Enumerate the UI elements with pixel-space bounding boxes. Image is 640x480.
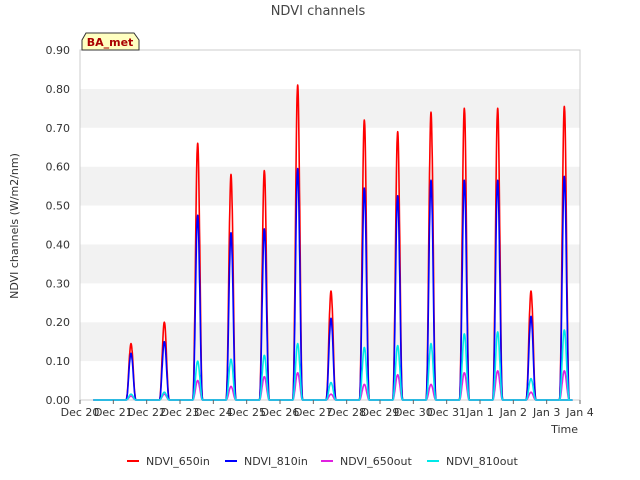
x-tick-label: Dec 24 — [194, 406, 233, 419]
grid-band — [80, 127, 580, 167]
x-tick-label: Jan 2 — [499, 406, 527, 419]
site-badge-box — [81, 32, 140, 51]
x-tick-label: Dec 29 — [361, 406, 400, 419]
y-tick-label: 0.80 — [46, 83, 71, 96]
y-tick-label: 0.60 — [46, 161, 71, 174]
plot-area-border — [79, 49, 581, 401]
site-badge: BA_met — [81, 32, 140, 51]
x-tick-label: Dec 21 — [94, 406, 133, 419]
x-tick-label: Dec 30 — [394, 406, 433, 419]
grid-band — [80, 166, 580, 206]
x-tick-label: Dec 25 — [227, 406, 266, 419]
x-tick-label: Jan 4 — [565, 406, 593, 419]
y-tick-label: 0.10 — [46, 355, 71, 368]
legend: NDVI_650in NDVI_810in NDVI_650out NDVI_810o… — [127, 455, 518, 468]
y-tick-label: 0.20 — [46, 316, 71, 329]
legend-label: NDVI_650in — [146, 455, 210, 468]
x-tick-label: Dec 20 — [61, 406, 100, 419]
x-tick-label: Jan 3 — [532, 406, 560, 419]
chart-title: NDVI channels — [271, 4, 366, 19]
grid-band — [80, 244, 580, 284]
grid-band — [80, 50, 580, 89]
y-tick-label: 0.90 — [46, 44, 71, 57]
legend-label: NDVI_810in — [244, 455, 308, 468]
x-tick-label: Dec 22 — [127, 406, 166, 419]
y-tick-label: 0.00 — [46, 394, 71, 407]
series-layer — [93, 84, 573, 401]
x-tick-label: Dec 23 — [161, 406, 200, 419]
grid-band — [80, 88, 580, 128]
y-tick-label: 0.30 — [46, 277, 71, 290]
y-tick-label: 0.70 — [46, 122, 71, 135]
grid-bands — [80, 50, 580, 400]
y-tick-label: 0.50 — [46, 200, 71, 213]
x-tick-label: Jan 1 — [465, 406, 493, 419]
site-badge-label: BA_met — [87, 36, 134, 49]
x-tick-label: Dec 31 — [427, 406, 466, 419]
series-line-ndvi-810out — [93, 329, 573, 401]
legend-label: NDVI_810out — [446, 455, 518, 468]
x-tick-label: Dec 28 — [327, 406, 366, 419]
x-axis-label: Time — [550, 423, 578, 436]
x-tick-label: Dec 26 — [261, 406, 300, 419]
y-axis-ticks: 0.00 0.10 0.20 0.30 0.40 0.50 0.60 0.70 0.80 0.90 — [46, 44, 71, 407]
y-axis-label: NDVI channels (W/m2/nm) — [8, 153, 21, 299]
x-tick-label: Dec 27 — [294, 406, 333, 419]
y-tick-label: 0.40 — [46, 238, 71, 251]
legend-label: NDVI_650out — [340, 455, 412, 468]
grid-band — [80, 205, 580, 245]
